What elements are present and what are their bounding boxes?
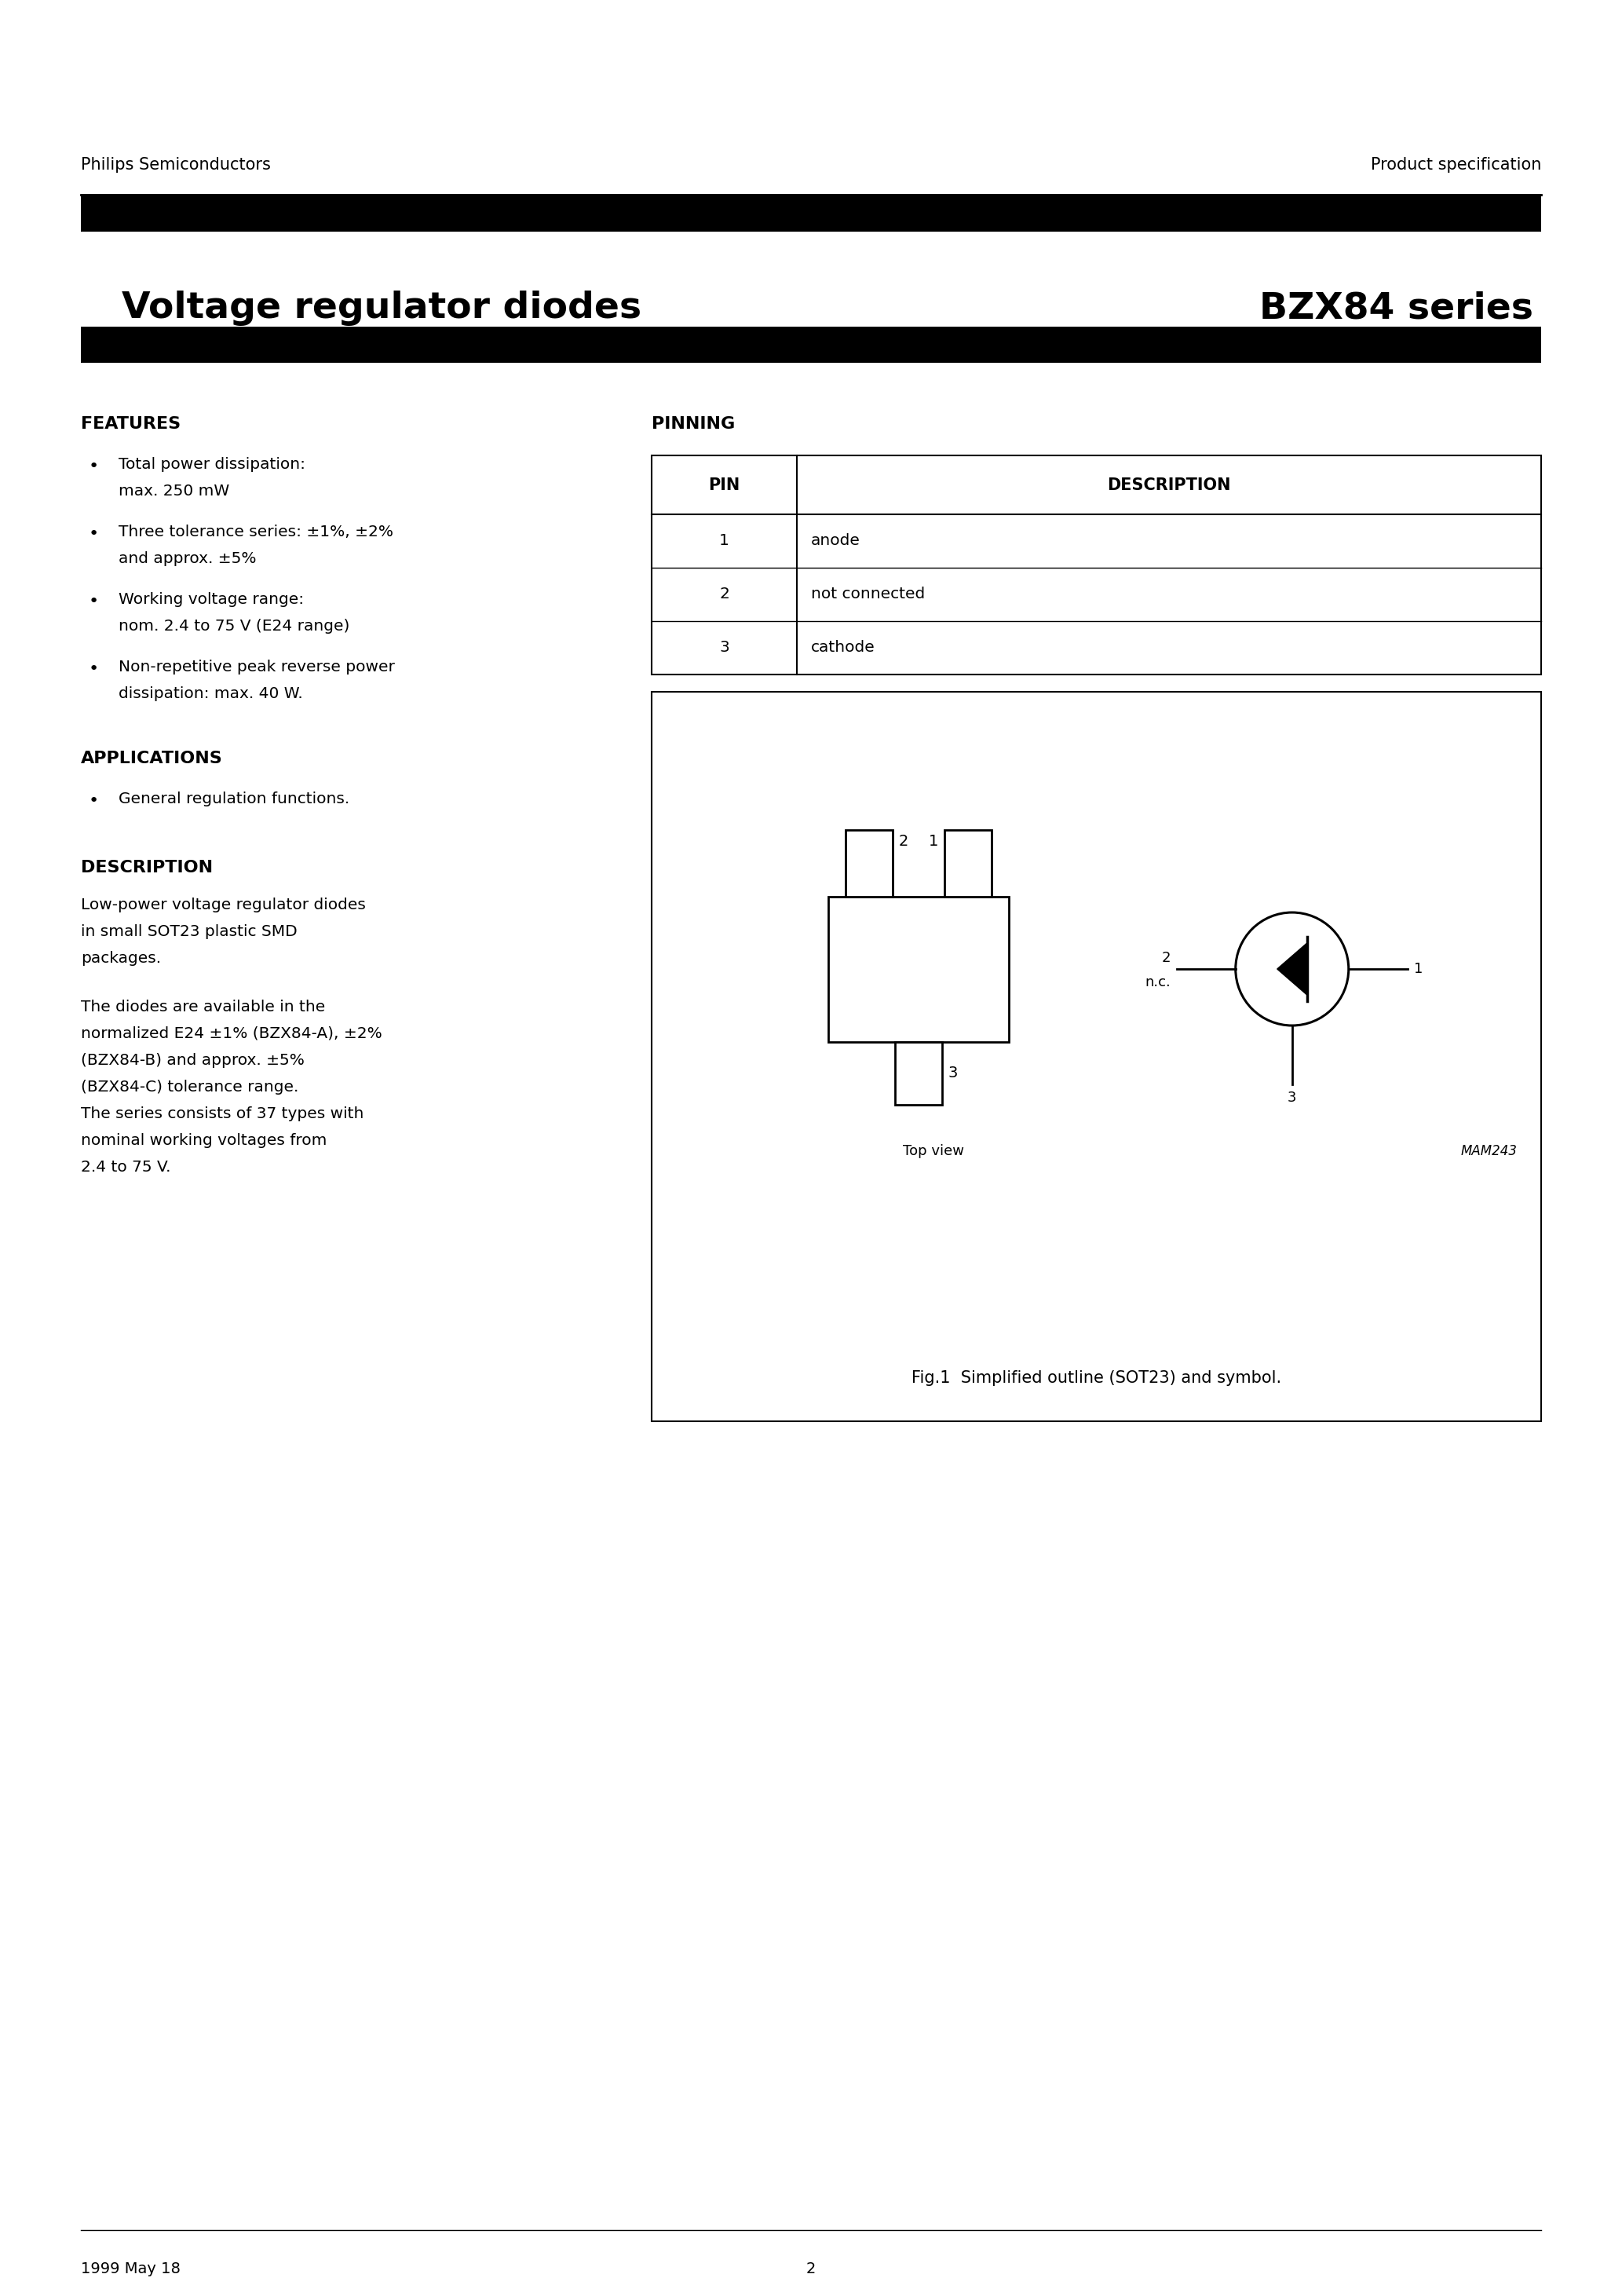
Text: not connected: not connected bbox=[811, 588, 925, 602]
Text: nominal working voltages from: nominal working voltages from bbox=[81, 1134, 328, 1148]
Text: anode: anode bbox=[811, 533, 860, 549]
Text: APPLICATIONS: APPLICATIONS bbox=[81, 751, 222, 767]
Bar bbox=[81, 326, 1541, 363]
Text: 1: 1 bbox=[719, 533, 730, 549]
Text: The series consists of 37 types with: The series consists of 37 types with bbox=[81, 1107, 363, 1120]
Text: 1999 May 18: 1999 May 18 bbox=[81, 2262, 180, 2275]
Text: dissipation: max. 40 W.: dissipation: max. 40 W. bbox=[118, 687, 303, 700]
Text: Fig.1  Simplified outline (SOT23) and symbol.: Fig.1 Simplified outline (SOT23) and sym… bbox=[912, 1371, 1281, 1387]
Text: Voltage regulator diodes: Voltage regulator diodes bbox=[122, 292, 642, 326]
Text: 1: 1 bbox=[1414, 962, 1422, 976]
Text: Three tolerance series: ±1%, ±2%: Three tolerance series: ±1%, ±2% bbox=[118, 523, 393, 540]
Polygon shape bbox=[1277, 944, 1307, 994]
Text: 2: 2 bbox=[1161, 951, 1171, 964]
Bar bbox=[895, 1042, 942, 1104]
Text: 3: 3 bbox=[1288, 1091, 1296, 1104]
Text: •: • bbox=[89, 526, 99, 542]
Text: Working voltage range:: Working voltage range: bbox=[118, 592, 303, 606]
Text: (BZX84-C) tolerance range.: (BZX84-C) tolerance range. bbox=[81, 1079, 298, 1095]
Text: 3: 3 bbox=[949, 1065, 959, 1081]
Bar bbox=[845, 829, 892, 895]
Bar bbox=[829, 895, 1009, 1042]
Text: MAM243: MAM243 bbox=[1461, 1143, 1518, 1157]
Text: Total power dissipation:: Total power dissipation: bbox=[118, 457, 305, 473]
Text: and approx. ±5%: and approx. ±5% bbox=[118, 551, 256, 567]
Text: Non-repetitive peak reverse power: Non-repetitive peak reverse power bbox=[118, 659, 394, 675]
Text: Philips Semiconductors: Philips Semiconductors bbox=[81, 156, 271, 172]
Text: PINNING: PINNING bbox=[652, 416, 735, 432]
Bar bbox=[944, 829, 991, 895]
Text: n.c.: n.c. bbox=[1145, 976, 1171, 990]
Text: in small SOT23 plastic SMD: in small SOT23 plastic SMD bbox=[81, 925, 297, 939]
Bar bbox=[652, 691, 1541, 1421]
Text: nom. 2.4 to 75 V (E24 range): nom. 2.4 to 75 V (E24 range) bbox=[118, 618, 350, 634]
Text: packages.: packages. bbox=[81, 951, 161, 967]
Text: (BZX84-B) and approx. ±5%: (BZX84-B) and approx. ±5% bbox=[81, 1054, 305, 1068]
Text: General regulation functions.: General regulation functions. bbox=[118, 792, 350, 806]
Text: 3: 3 bbox=[719, 641, 730, 654]
Text: Low-power voltage regulator diodes: Low-power voltage regulator diodes bbox=[81, 898, 365, 912]
Text: PIN: PIN bbox=[709, 478, 740, 494]
Text: BZX84 series: BZX84 series bbox=[1259, 292, 1533, 326]
Text: The diodes are available in the: The diodes are available in the bbox=[81, 999, 326, 1015]
Text: normalized E24 ±1% (BZX84-A), ±2%: normalized E24 ±1% (BZX84-A), ±2% bbox=[81, 1026, 383, 1040]
Text: •: • bbox=[89, 595, 99, 608]
Text: DESCRIPTION: DESCRIPTION bbox=[81, 859, 212, 875]
Text: Top view: Top view bbox=[903, 1143, 963, 1157]
Text: DESCRIPTION: DESCRIPTION bbox=[1108, 478, 1231, 494]
Text: cathode: cathode bbox=[811, 641, 876, 654]
Text: 1: 1 bbox=[928, 833, 938, 850]
Text: •: • bbox=[89, 661, 99, 677]
Text: 2: 2 bbox=[899, 833, 908, 850]
Text: FEATURES: FEATURES bbox=[81, 416, 180, 432]
Text: max. 250 mW: max. 250 mW bbox=[118, 484, 229, 498]
Bar bbox=[81, 193, 1541, 232]
Text: Product specification: Product specification bbox=[1371, 156, 1541, 172]
Text: 2.4 to 75 V.: 2.4 to 75 V. bbox=[81, 1159, 170, 1176]
Text: •: • bbox=[89, 459, 99, 475]
Text: •: • bbox=[89, 792, 99, 808]
Text: 2: 2 bbox=[719, 588, 730, 602]
Bar bbox=[652, 455, 1541, 675]
Text: 2: 2 bbox=[806, 2262, 816, 2275]
